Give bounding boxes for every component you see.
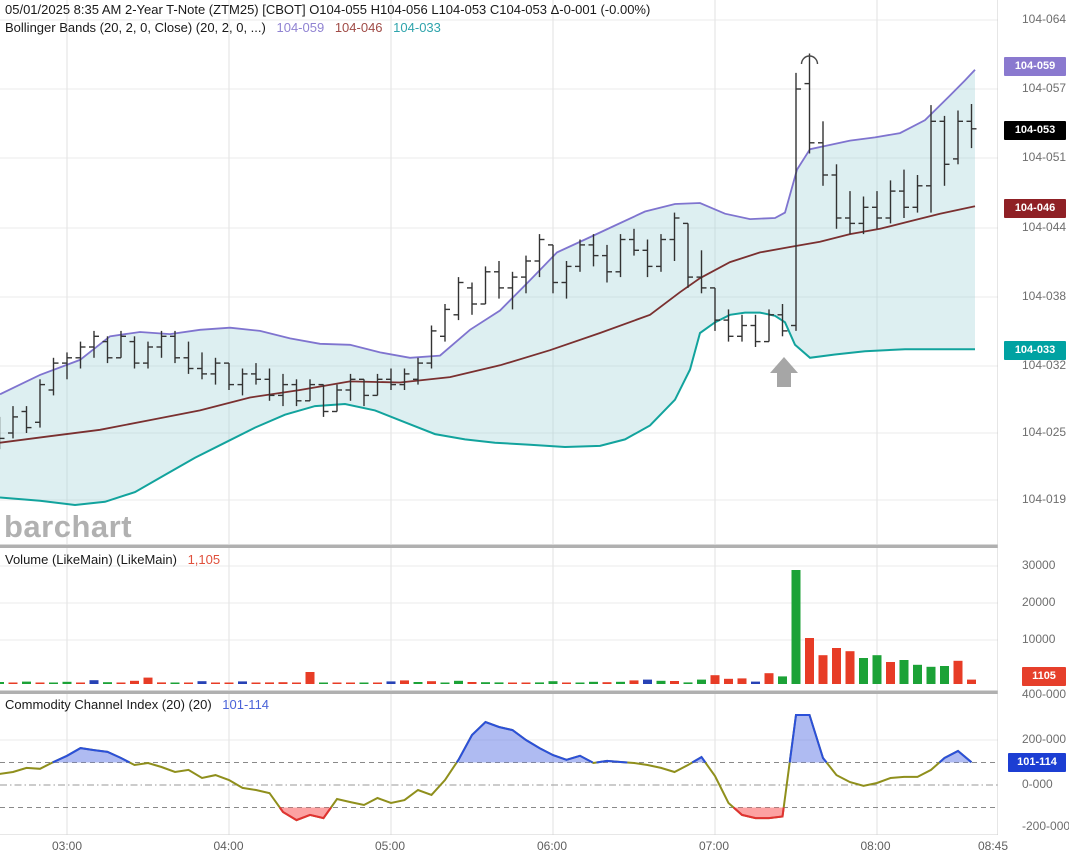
- price-badge-104-033: 104-033: [1004, 340, 1066, 360]
- volume-value: 1,105: [187, 552, 221, 567]
- barchart-logo: barchart: [4, 509, 133, 544]
- time-tick-label: 07:00: [698, 839, 730, 853]
- time-tick-label: 04:00: [213, 839, 244, 853]
- time-tick-label: 05:00: [374, 839, 406, 853]
- price-badge-104-059: 104-059: [1004, 56, 1066, 76]
- price-tick-label: 104-025: [1022, 425, 1067, 439]
- time-tick-label: 06:00: [536, 839, 568, 853]
- bollinger-lower-value: 104-033: [393, 20, 441, 35]
- up-arrow-icon: [770, 357, 798, 387]
- price-tick-label: 104-038: [1022, 289, 1067, 303]
- price-badge-104-053: 104-053: [1004, 120, 1066, 140]
- quote-header-text: 05/01/2025 8:35 AM 2-Year T-Note (ZTM25)…: [5, 2, 651, 17]
- cci-tick-label: 200-000: [1022, 732, 1067, 746]
- bollinger-middle-value: 104-046: [334, 20, 383, 35]
- bollinger-upper-value: 104-059: [276, 20, 325, 35]
- volume-tick-label: 30000: [1022, 558, 1056, 572]
- price-tick-label: 104-019: [1022, 492, 1067, 506]
- time-tick-label: 03:00: [51, 839, 83, 853]
- price-tick-label: 104-044: [1022, 220, 1067, 234]
- price-tick-label: 104-032: [1022, 358, 1067, 372]
- volume-header: Volume (LikeMain) (LikeMain) 1,105: [5, 552, 222, 567]
- cci-value: 101-114: [222, 697, 270, 712]
- time-tick-label: 08:00: [860, 839, 891, 853]
- price-badge-104-046: 104-046: [1004, 198, 1066, 218]
- cci-tick-label: -200-000: [1022, 819, 1069, 833]
- bollinger-header: Bollinger Bands (20, 2, 0, Close) (20, 2…: [5, 20, 443, 35]
- volume-tick-label: 20000: [1022, 595, 1056, 609]
- price-tick-label: 104-057: [1022, 81, 1067, 95]
- quote-header: 05/01/2025 8:35 AM 2-Year T-Note (ZTM25)…: [5, 2, 652, 17]
- price-axis[interactable]: 104-064 104-057 104-051 104-044 104-038 104-0…: [998, 0, 1069, 835]
- price-tick-label: 104-051: [1022, 150, 1067, 164]
- bollinger-label: Bollinger Bands (20, 2, 0, Close) (20, 2…: [5, 20, 266, 35]
- time-tick-label: 08:45: [977, 839, 1009, 853]
- volume-badge: 1105: [1022, 666, 1066, 686]
- cci-tick-label: 0-000: [1022, 777, 1053, 791]
- time-axis[interactable]: 03:00 04:00 05:00 06:00 07:00 08:00 08:45: [0, 835, 1069, 857]
- cci-tick-label: 400-000: [1022, 687, 1067, 701]
- cci-header: Commodity Channel Index (20) (20) 101-11…: [5, 697, 271, 712]
- cci-badge: 101-114: [1008, 752, 1066, 772]
- cci-label: Commodity Channel Index (20) (20): [5, 697, 212, 712]
- volume-label: Volume (LikeMain) (LikeMain): [5, 552, 177, 567]
- session-high-arc-icon: [800, 55, 819, 65]
- price-tick-label: 104-064: [1022, 12, 1067, 26]
- volume-tick-label: 10000: [1022, 632, 1056, 646]
